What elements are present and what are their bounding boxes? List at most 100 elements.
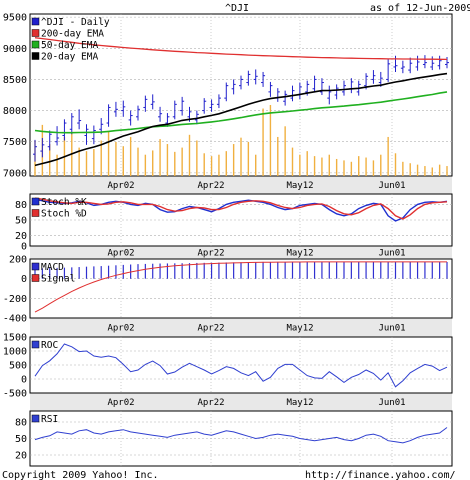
price-bar — [121, 100, 126, 117]
y-tick-label: 0 — [21, 242, 27, 253]
price-bar — [216, 94, 221, 109]
volume-bar — [277, 136, 279, 176]
volume-bar — [78, 147, 80, 176]
price-bar — [136, 105, 140, 121]
x-tick-label: Apr02 — [107, 249, 134, 259]
price-bar — [91, 125, 96, 145]
volume-bar — [152, 150, 154, 176]
volume-bar — [144, 154, 147, 176]
volume-bar — [122, 146, 124, 176]
legend: ROC — [31, 340, 58, 351]
volume-bar — [240, 137, 242, 176]
legend-swatch — [31, 17, 40, 26]
price-bar — [334, 84, 339, 100]
volume-bar — [343, 160, 345, 176]
y-tick-label: 50 — [15, 434, 27, 445]
series-line-roc — [34, 343, 448, 388]
price-bar — [268, 81, 273, 97]
legend-swatch — [31, 414, 40, 423]
series-line-stoch-d — [34, 197, 448, 220]
legend-label: RSI — [41, 414, 58, 425]
volume-bar — [269, 105, 272, 176]
legend-label: ROC — [41, 340, 58, 351]
price-bar — [246, 70, 251, 86]
price-bar — [180, 96, 185, 116]
volume-bar — [107, 131, 110, 176]
legend-swatch — [31, 40, 40, 49]
y-tick-label: 8500 — [3, 75, 27, 86]
series-line-200-day-ema — [34, 37, 448, 61]
volume-bar — [431, 167, 433, 176]
volume-bar — [291, 147, 294, 176]
y-tick-label: 200 — [9, 255, 27, 266]
price-bar — [422, 55, 427, 69]
volume-bar — [137, 147, 139, 176]
volume-bar — [166, 144, 169, 176]
price-bar — [408, 57, 413, 74]
x-tick-label: Apr02 — [107, 398, 134, 408]
legend-label: Signal — [41, 274, 75, 285]
volume-bar — [159, 139, 161, 176]
y-tick-label: 80 — [15, 418, 27, 429]
y-tick-label: 50 — [15, 216, 27, 227]
x-tick-label: Apr22 — [197, 324, 224, 334]
price-bar — [143, 95, 148, 112]
price-bar — [209, 99, 214, 112]
volume-bar — [247, 141, 250, 176]
y-tick-label: -200 — [3, 294, 27, 305]
price-bar — [113, 101, 118, 117]
legend-label: 50-day EMA — [41, 40, 98, 51]
volume-bar — [284, 126, 286, 176]
series-line-signal — [34, 261, 447, 313]
x-tick-label: Apr22 — [197, 398, 224, 408]
volume-bar — [255, 154, 257, 176]
price-bar — [62, 119, 67, 141]
legend-swatch — [31, 262, 40, 271]
x-tick-label: Jun01 — [378, 181, 405, 191]
price-bar — [172, 100, 177, 120]
price-bar — [55, 126, 60, 146]
volume-bar — [313, 156, 316, 176]
x-tick-label: Apr22 — [197, 181, 224, 191]
volume-bar — [49, 144, 51, 176]
price-bar — [290, 85, 295, 102]
volume-bar — [306, 151, 308, 176]
price-bar — [312, 75, 317, 92]
price-bar — [106, 104, 111, 127]
panel-roc: -500 0 500 1000 1500 ROC — [3, 333, 453, 400]
volume-bar — [328, 154, 330, 176]
panel-frame — [29, 336, 453, 394]
y-tick-label: 1000 — [3, 347, 27, 358]
price-bar — [194, 110, 199, 125]
x-tick-label: May12 — [286, 181, 313, 191]
volume-bar — [335, 158, 338, 176]
legend-swatch — [31, 52, 40, 60]
date-axis-band — [30, 393, 452, 411]
x-tick-label: May12 — [286, 249, 313, 259]
y-tick-label: 500 — [9, 361, 27, 372]
volume-bar — [409, 163, 411, 176]
source-url: http://finance.yahoo.com/ — [305, 470, 456, 480]
volume-bar — [181, 147, 183, 176]
volume-bar — [358, 156, 360, 176]
price-bar — [33, 139, 37, 162]
x-tick-label: Jun01 — [378, 249, 405, 259]
volume-bar — [188, 134, 191, 176]
volume-bar — [380, 154, 382, 176]
price-bar — [40, 137, 45, 158]
volume-bar — [56, 154, 58, 176]
price-bar — [327, 85, 332, 105]
volume-bar — [350, 161, 353, 176]
legend-label: ^DJI - Daily — [41, 17, 110, 28]
x-tick-label: Jun01 — [378, 398, 405, 408]
legend-label: MACD — [41, 262, 64, 273]
y-tick-label: 9000 — [3, 44, 27, 55]
price-bar — [253, 69, 258, 85]
series-line-20-day-ema — [34, 72, 448, 167]
volume-bar — [402, 161, 404, 176]
legend-label: 200-day EMA — [41, 29, 104, 40]
price-bar — [283, 90, 288, 106]
y-tick-label: 0 — [21, 274, 27, 285]
